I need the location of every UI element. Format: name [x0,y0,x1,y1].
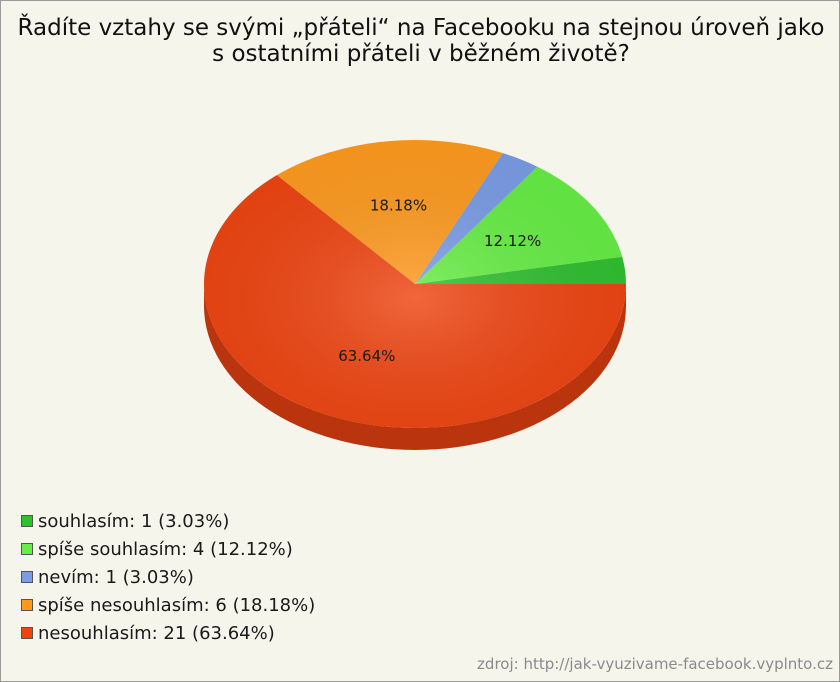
pie-data-label-4: 63.64% [338,347,395,365]
legend-item-souhlasim: souhlasím: 1 (3.03%) [21,507,315,535]
chart-title: Řadíte vztahy se svými „přáteli“ na Face… [1,15,839,67]
chart-title-line-2: s ostatními přáteli v běžném životě? [212,41,630,67]
legend-swatch [21,571,33,583]
chart-title-line-1: Řadíte vztahy se svými „přáteli“ na Face… [17,15,825,41]
legend-item-nesouhlasim: nesouhlasím: 21 (63.64%) [21,619,315,647]
legend-swatch [21,543,33,555]
legend-label: spíše nesouhlasím: 6 (18.18%) [38,594,316,616]
legend-label: souhlasím: 1 (3.03%) [38,510,230,532]
legend-item-spise-nesouhlasim: spíše nesouhlasím: 6 (18.18%) [21,591,315,619]
legend-label: spíše souhlasím: 4 (12.12%) [38,538,293,560]
legend-item-nevim: nevím: 1 (3.03%) [21,563,315,591]
legend-item-spise-souhlasim: spíše souhlasím: 4 (12.12%) [21,535,315,563]
source-note: zdroj: http://jak-vyuzivame-facebook.vyp… [477,655,833,673]
legend: souhlasím: 1 (3.03%) spíše souhlasím: 4 … [21,507,315,647]
legend-label: nesouhlasím: 21 (63.64%) [38,622,275,644]
legend-swatch [21,515,33,527]
pie-data-label-1: 12.12% [484,232,541,250]
pie-data-label-3: 18.18% [370,197,427,215]
legend-label: nevím: 1 (3.03%) [38,566,194,588]
legend-swatch [21,599,33,611]
legend-swatch [21,627,33,639]
pie-gloss [204,140,626,428]
